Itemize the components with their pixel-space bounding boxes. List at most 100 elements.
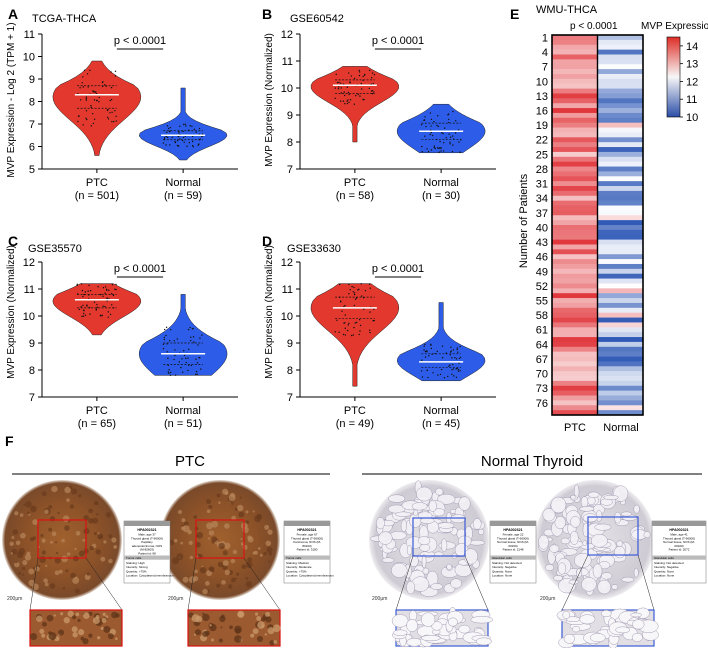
heatmap-cell-ptc	[552, 405, 598, 411]
p-value-label: p < 0.0001	[114, 263, 166, 275]
data-point	[348, 72, 350, 74]
heatmap-row-label: 58	[536, 310, 548, 322]
card-frame	[283, 520, 331, 584]
heatmap-cell-ptc	[552, 254, 598, 260]
heatmap-cell-ptc	[552, 337, 598, 343]
card-section-title: Tumor cells	[126, 556, 142, 560]
heatmap-cell-normal	[597, 229, 643, 236]
data-point	[358, 319, 361, 321]
y-tick-label: 11	[24, 284, 35, 296]
heatmap-cell-normal	[597, 54, 643, 60]
data-point	[76, 283, 78, 286]
heatmap-cell-ptc	[552, 73, 598, 80]
data-point	[448, 118, 450, 121]
card-section-title: Glandular cells	[492, 556, 512, 560]
data-point	[434, 147, 436, 150]
heatmap-row-label: 28	[536, 164, 548, 176]
data-point	[420, 370, 423, 372]
data-point	[368, 329, 371, 331]
card-info-line: Normal tissue, NOS (M-	[497, 540, 529, 544]
data-point	[364, 289, 367, 292]
data-point	[110, 292, 113, 295]
heatmap-cell-normal	[597, 371, 643, 377]
heatmap-cell-normal	[597, 59, 643, 65]
scale-bar-label: 200μm	[372, 596, 387, 602]
heatmap-cell-normal	[597, 278, 643, 284]
data-point	[194, 373, 197, 376]
heatmap-cell-normal	[597, 147, 643, 153]
x-tick-label: Normal	[423, 177, 458, 189]
heatmap-cell-ptc	[552, 400, 598, 406]
violin-plot-d: 7 8 9 10 11 12 PTC(n = 49) Normal(n = 45) p < 0.…	[281, 257, 496, 430]
data-point	[421, 376, 424, 378]
data-point	[340, 87, 342, 89]
data-point	[433, 145, 436, 147]
violin-ptc	[310, 283, 400, 387]
data-point	[184, 123, 186, 125]
heatmap-row-label: 70	[536, 369, 548, 381]
data-point	[457, 129, 460, 131]
data-point	[82, 124, 84, 126]
data-point	[182, 136, 185, 139]
heatmap-cell-normal	[597, 332, 643, 338]
data-point	[448, 133, 450, 135]
data-point	[86, 118, 88, 121]
heatmap-row-label: 46	[536, 252, 548, 264]
y-tick-label: 12	[281, 257, 293, 269]
data-point	[344, 304, 346, 307]
data-point	[176, 139, 179, 142]
data-point	[353, 326, 355, 329]
data-point	[373, 91, 375, 93]
x-tick-label: Normal	[165, 405, 200, 417]
heatmap-row-label: 22	[536, 135, 548, 147]
data-point	[190, 336, 192, 338]
data-point	[445, 137, 447, 139]
data-point	[353, 286, 355, 289]
card-info-line: adenocarcinoma, NOS	[132, 544, 162, 548]
data-point	[355, 94, 357, 97]
data-point	[347, 99, 349, 101]
panel-e: E WMU-THCA p < 0.0001 MVP Expression Num…	[510, 4, 708, 434]
data-point	[430, 149, 433, 151]
data-point	[452, 110, 454, 113]
data-point	[113, 120, 115, 123]
heatmap-cell-normal	[597, 186, 643, 192]
data-point	[89, 313, 91, 315]
data-point	[81, 289, 84, 292]
zoom-box	[412, 517, 466, 557]
data-point	[187, 369, 189, 372]
card-frame	[489, 520, 537, 584]
data-point	[96, 306, 98, 308]
data-point	[448, 121, 450, 124]
heatmap-cell-ptc	[552, 380, 598, 387]
data-point	[114, 109, 116, 112]
scale-bar-label: 200μm	[540, 596, 555, 602]
card-frame	[651, 520, 707, 584]
heatmap-cell-ptc	[552, 327, 598, 333]
data-point	[78, 308, 81, 311]
data-point	[162, 347, 165, 350]
heatmap-cell-ptc	[552, 244, 598, 250]
data-point	[187, 357, 189, 359]
data-point	[342, 100, 345, 102]
panel-c-ylabel: MVP Expression (Normalized)	[6, 245, 17, 379]
data-point	[92, 90, 94, 92]
data-point	[427, 376, 429, 379]
data-point	[87, 290, 89, 292]
data-point	[104, 292, 106, 294]
data-point	[101, 81, 104, 84]
card-stain-row: Staining: Not detected	[492, 561, 522, 565]
data-point	[447, 375, 449, 378]
heatmap-cell-ptc	[552, 181, 598, 187]
data-point	[438, 147, 440, 150]
violin-normal	[138, 87, 228, 161]
panel-a-title: TCGA-THCA	[32, 13, 97, 25]
normal-ihc-title: Normal Thyroid	[481, 453, 583, 470]
data-point	[88, 284, 90, 287]
data-point	[343, 91, 345, 93]
data-point	[338, 331, 340, 333]
data-point	[178, 361, 181, 363]
heatmap-cell-normal	[597, 44, 643, 50]
heatmap-cell-ptc	[552, 234, 598, 240]
card-info-line: (M-82603)	[140, 548, 154, 552]
